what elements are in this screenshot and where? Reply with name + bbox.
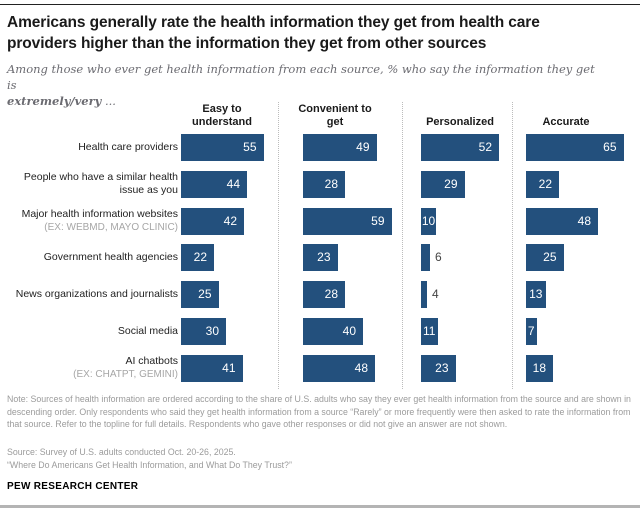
subtitle-suffix: ... bbox=[101, 94, 116, 108]
column-separator bbox=[278, 102, 279, 389]
bar-value: 40 bbox=[342, 323, 356, 338]
bar-value: 10 bbox=[421, 213, 436, 228]
bar bbox=[421, 354, 456, 382]
chart-title: Americans generally rate the health info… bbox=[7, 14, 540, 52]
bar bbox=[303, 207, 392, 235]
row-label-text: Health care providers bbox=[78, 141, 178, 153]
bar-value: 48 bbox=[577, 213, 591, 228]
chart-subtitle: Among those who ever get health informat… bbox=[7, 61, 607, 109]
row-sublabel-text: (EX: WEBMD, MAYO CLINIC) bbox=[44, 222, 178, 233]
row-label-text: Social media bbox=[117, 324, 178, 337]
bar-value: 18 bbox=[532, 360, 546, 375]
bar-value: 11 bbox=[423, 323, 436, 338]
bar-value: 23 bbox=[317, 250, 331, 265]
bar bbox=[303, 317, 363, 345]
bar bbox=[421, 317, 438, 345]
row-label: News organizations and journalists bbox=[0, 281, 178, 308]
row-label-text: Government health agencies bbox=[43, 251, 178, 264]
bar-value: 4 bbox=[432, 287, 439, 301]
row-label: People who have a similar health issue a… bbox=[0, 171, 178, 198]
row-label: AI chatbots (EX: CHATPT, GEMINI) bbox=[0, 355, 178, 382]
row-sublabel-text: (EX: CHATPT, GEMINI) bbox=[73, 369, 178, 380]
row-label-text: Major health information websites (EX: WE… bbox=[21, 208, 178, 233]
bar-value: 25 bbox=[543, 250, 557, 265]
row-label-text: People who have a similar health issue a… bbox=[23, 171, 178, 197]
bar-value: 7 bbox=[527, 323, 535, 338]
bar bbox=[303, 354, 375, 382]
column-separator bbox=[512, 102, 513, 389]
bar-value: 30 bbox=[205, 323, 219, 338]
chart-subtitle-line2: extremely/very ... bbox=[7, 93, 607, 109]
column-header: Accurate bbox=[542, 116, 590, 128]
bar bbox=[526, 354, 553, 382]
bar-value: 6 bbox=[435, 250, 442, 265]
bar bbox=[526, 244, 564, 272]
bar bbox=[421, 134, 499, 161]
bar-value: 22 bbox=[193, 250, 207, 265]
bar-value: 23 bbox=[435, 360, 449, 375]
bar bbox=[181, 281, 219, 308]
row-label: Health care providers bbox=[0, 134, 178, 161]
bar bbox=[526, 281, 546, 308]
bar bbox=[181, 134, 264, 161]
bar bbox=[421, 170, 465, 198]
bar-value: 22 bbox=[538, 176, 552, 191]
top-divider bbox=[0, 4, 640, 5]
bar-value: 42 bbox=[223, 213, 237, 228]
bar-value: 29 bbox=[444, 176, 458, 191]
bar-value: 65 bbox=[603, 140, 617, 154]
row-label-text: News organizations and journalists bbox=[15, 288, 178, 300]
bar bbox=[303, 134, 377, 161]
bar bbox=[421, 281, 427, 308]
bar bbox=[181, 354, 243, 382]
bar-value: 13 bbox=[529, 287, 543, 301]
row-label: Social media bbox=[0, 318, 178, 345]
bar bbox=[303, 281, 345, 308]
bar-value: 28 bbox=[324, 176, 338, 191]
column-header: Convenient to get bbox=[298, 103, 372, 128]
chart-source: Source: Survey of U.S. adults conducted … bbox=[7, 447, 236, 457]
row-label-text: AI chatbots (EX: CHATPT, GEMINI) bbox=[73, 355, 178, 380]
bar-value: 28 bbox=[324, 287, 338, 301]
bar-value: 49 bbox=[356, 140, 370, 154]
bar bbox=[181, 244, 214, 272]
bar bbox=[526, 134, 624, 161]
bar-value: 41 bbox=[222, 360, 236, 375]
bar bbox=[421, 207, 436, 235]
chart-subtitle-line1: Among those who ever get health informat… bbox=[7, 62, 595, 92]
bar bbox=[421, 244, 430, 272]
bar-value: 25 bbox=[198, 287, 212, 301]
bar-value: 59 bbox=[371, 213, 385, 228]
bottom-divider bbox=[0, 505, 640, 508]
row-label: Major health information websites (EX: WE… bbox=[0, 208, 178, 235]
bar bbox=[181, 170, 247, 198]
bar bbox=[303, 170, 345, 198]
column-header: Easy to understand bbox=[192, 103, 252, 128]
bar bbox=[303, 244, 338, 272]
bar-value: 44 bbox=[226, 176, 240, 191]
report-title-quote: “Where Do Americans Get Health Informati… bbox=[7, 459, 292, 470]
row-label: Government health agencies bbox=[0, 244, 178, 271]
bar bbox=[526, 207, 598, 235]
bar bbox=[526, 317, 537, 345]
bar-value: 48 bbox=[354, 360, 368, 375]
bar bbox=[181, 317, 226, 345]
bar bbox=[526, 170, 559, 198]
subtitle-emphasis: extremely/very bbox=[7, 94, 102, 108]
column-header: Personalized bbox=[426, 116, 494, 128]
column-separator bbox=[402, 102, 403, 389]
chart-note: Note: Sources of health information are … bbox=[7, 394, 631, 430]
bar bbox=[181, 207, 244, 235]
brand-wordmark: PEW RESEARCH CENTER bbox=[7, 481, 139, 492]
bar-value: 55 bbox=[243, 140, 257, 154]
bar-value: 52 bbox=[478, 140, 492, 154]
